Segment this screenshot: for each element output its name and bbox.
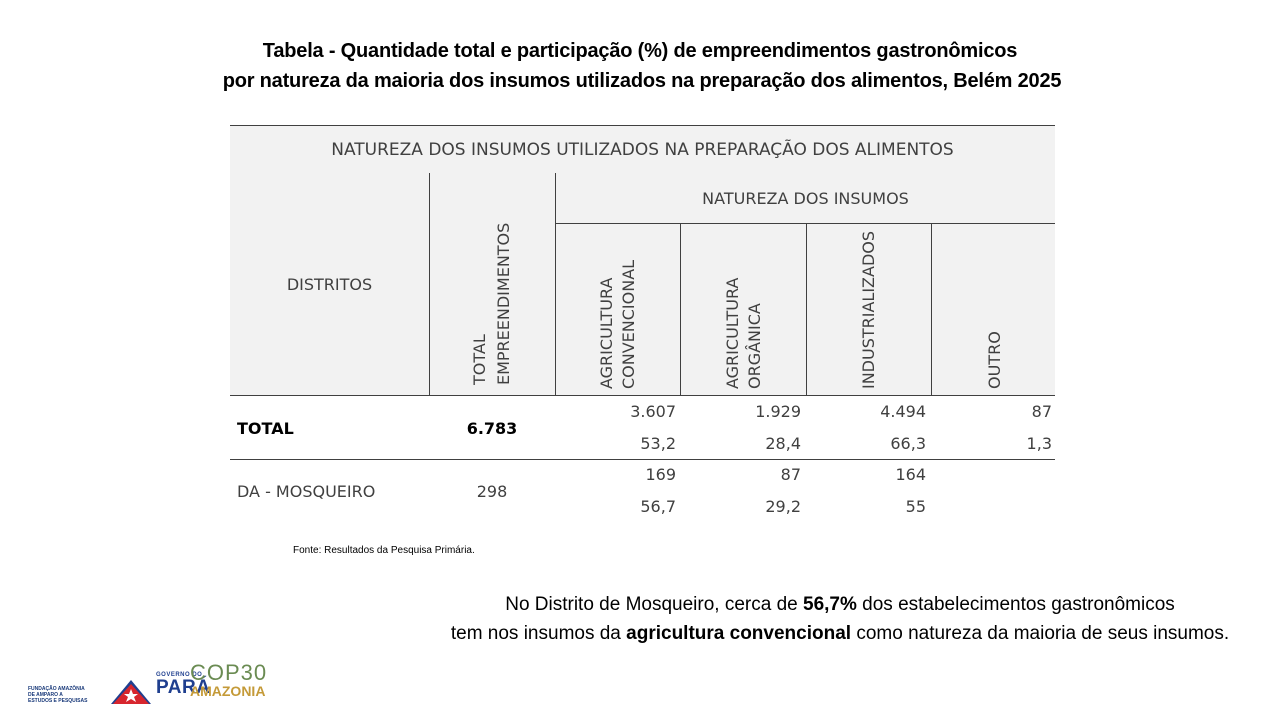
row-qty-industrializados: 164: [895, 465, 926, 484]
row-total: 298: [476, 482, 508, 501]
header-industrializados-label: INDUSTRIALIZADOS: [859, 230, 878, 389]
row-pct-industrializados: 66,3: [890, 434, 926, 453]
table-column-headers: DISTRITOS TOTAL EMPREENDIMENTOS NATUREZA…: [230, 173, 1055, 396]
column-divider: [806, 223, 807, 395]
header-distritos: DISTRITOS: [286, 274, 373, 294]
summary-text: dos estabelecimentos gastronômicos: [856, 594, 1175, 615]
header-outro-label: OUTRO: [985, 331, 1004, 389]
row-pct-agric-conv: 53,2: [640, 434, 676, 453]
column-divider: [555, 173, 556, 395]
para-flag-icon: [111, 680, 151, 704]
table-main-header: NATUREZA DOS INSUMOS UTILIZADOS NA PREPA…: [230, 125, 1055, 174]
gov-big-text: PARÁ: [156, 677, 211, 698]
cop-subtitle: AMAZONIA: [190, 683, 266, 699]
page-title: Tabela - Quantidade total e participação…: [0, 36, 1280, 96]
source-note: Fonte: Resultados da Pesquisa Primária.: [293, 545, 475, 556]
row-qty-agric-org: 1.929: [755, 402, 801, 421]
column-divider: [429, 173, 430, 395]
fapespa-logo: FUNDAÇÃO AMAZÔNIA DE AMPARO A ESTUDOS E …: [28, 686, 88, 704]
row-pct-agric-conv: 56,7: [640, 497, 676, 516]
row-pct-outro: 1,3: [1026, 434, 1052, 453]
header-total-line2: EMPREENDIMENTOS: [494, 222, 513, 385]
row-district: DA - MOSQUEIRO: [237, 482, 376, 501]
governo-para-logo: GOVERNO DO PARÁ: [156, 672, 210, 698]
row-qty-industrializados: 4.494: [880, 402, 926, 421]
header-total-line1: TOTAL: [470, 334, 489, 385]
cop-title: COP30: [190, 660, 268, 685]
row-pct-agric-org: 28,4: [765, 434, 801, 453]
header-agric-conv-line2: CONVENCIONAL: [619, 259, 638, 389]
row-qty-agric-conv: 3.607: [630, 402, 676, 421]
row-district: TOTAL: [237, 419, 294, 438]
summary-line-1: No Distrito de Mosqueiro, cerca de 56,7%…: [420, 590, 1260, 619]
column-divider: [931, 223, 932, 395]
cop30-logo: COP30 AMAZONIA: [190, 660, 268, 699]
summary-highlight: 56,7%: [803, 594, 857, 615]
summary-text: como natureza da maioria de seus insumos…: [851, 623, 1230, 644]
footer-logos: FUNDAÇÃO AMAZÔNIA DE AMPARO A ESTUDOS E …: [28, 662, 278, 716]
summary-text: tem nos insumos da: [450, 623, 627, 644]
summary-text: No Distrito de Mosqueiro, cerca de: [505, 594, 804, 615]
column-divider: [680, 223, 681, 395]
gov-small-text: GOVERNO DO: [156, 672, 203, 678]
row-qty-agric-conv: 169: [645, 465, 676, 484]
table-row: TOTAL 6.783 3.607 1.929 4.494 87 53,2 28…: [230, 397, 1055, 460]
row-pct-industrializados: 55: [905, 497, 926, 516]
title-line-1: Tabela - Quantidade total e participação…: [262, 40, 1018, 62]
row-pct-agric-org: 29,2: [765, 497, 801, 516]
header-agric-org-line2: ORGÂNICA: [745, 303, 764, 389]
header-agric-conv-line1: AGRICULTURA: [597, 277, 616, 389]
row-qty-agric-org: 87: [780, 465, 801, 484]
row-total: 6.783: [466, 419, 518, 438]
title-line-2: por natureza da maioria dos insumos util…: [222, 70, 1062, 92]
summary-note: No Distrito de Mosqueiro, cerca de 56,7%…: [420, 590, 1260, 648]
header-natureza-insumos: NATUREZA DOS INSUMOS: [556, 173, 1055, 224]
summary-line-2: tem nos insumos da agricultura convencio…: [420, 619, 1260, 648]
summary-highlight: agricultura convencional: [626, 623, 852, 644]
table-row: DA - MOSQUEIRO 298 169 87 164 56,7 29,2 …: [230, 460, 1055, 524]
row-qty-outro: 87: [1031, 402, 1052, 421]
header-agric-org-line1: AGRICULTURA: [723, 277, 742, 389]
